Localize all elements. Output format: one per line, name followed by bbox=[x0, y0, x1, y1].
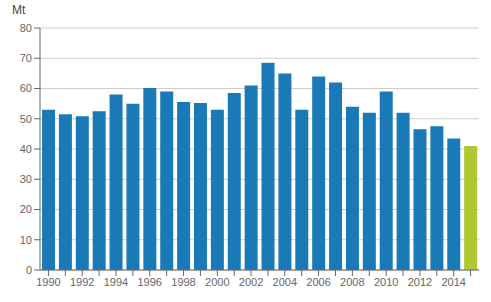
svg-text:60: 60 bbox=[20, 82, 32, 94]
svg-text:2010: 2010 bbox=[374, 276, 398, 288]
svg-text:0: 0 bbox=[26, 264, 32, 276]
svg-text:2008: 2008 bbox=[340, 276, 364, 288]
svg-text:20: 20 bbox=[20, 203, 32, 215]
svg-text:2000: 2000 bbox=[205, 276, 229, 288]
svg-text:2006: 2006 bbox=[306, 276, 330, 288]
svg-text:2014: 2014 bbox=[441, 276, 465, 288]
svg-text:1996: 1996 bbox=[138, 276, 162, 288]
svg-text:1998: 1998 bbox=[171, 276, 195, 288]
svg-text:1992: 1992 bbox=[70, 276, 94, 288]
svg-text:2012: 2012 bbox=[408, 276, 432, 288]
svg-text:30: 30 bbox=[20, 173, 32, 185]
svg-text:1990: 1990 bbox=[36, 276, 60, 288]
html-text:Mt: Mt bbox=[12, 3, 26, 17]
svg-text:80: 80 bbox=[20, 22, 32, 34]
svg-text:2004: 2004 bbox=[273, 276, 297, 288]
svg-text:40: 40 bbox=[20, 143, 32, 155]
svg-text:1994: 1994 bbox=[104, 276, 128, 288]
svg-text:10: 10 bbox=[20, 234, 32, 246]
svg-text:2002: 2002 bbox=[239, 276, 263, 288]
svg-text:70: 70 bbox=[20, 52, 32, 64]
svg-text:50: 50 bbox=[20, 113, 32, 125]
